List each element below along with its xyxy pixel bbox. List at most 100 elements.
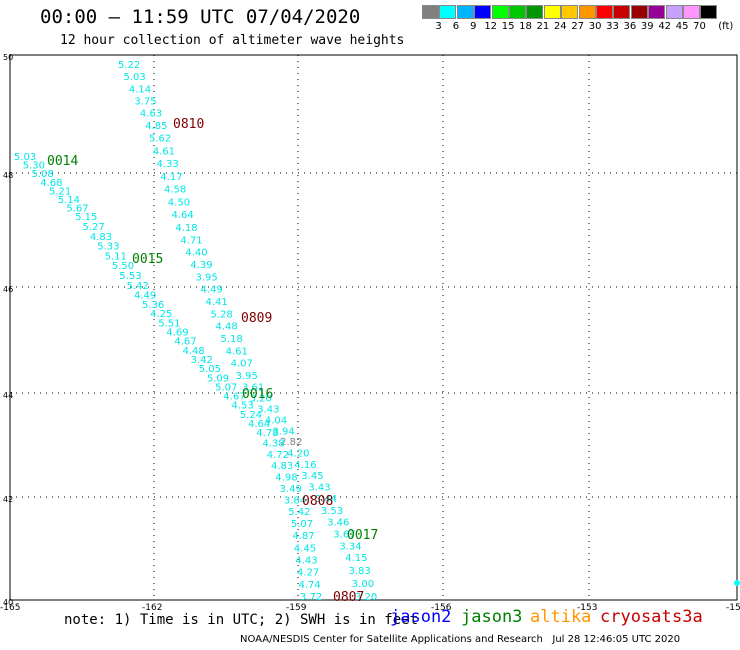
pass-time-label: 0809: [241, 311, 272, 326]
legend-label: 33: [606, 21, 619, 32]
swh-value: 5.33: [97, 242, 119, 253]
swh-value: 3.20: [250, 394, 272, 405]
swh-value: 4.83: [90, 232, 112, 243]
swh-value: 5.14: [58, 195, 80, 206]
swh-value: 4.45: [294, 543, 316, 554]
page-title: 00:00 – 11:59 UTC 07/04/2020: [40, 6, 361, 28]
swh-value: 4.48: [216, 322, 238, 333]
legend-swatch: [665, 5, 683, 19]
swh-value: 4.39: [190, 260, 212, 271]
satellite-name-cryosat: cryosat: [600, 607, 672, 627]
legend-swatch: [509, 5, 526, 19]
swh-value: 5.07: [215, 383, 237, 394]
legend-unit: (ft): [718, 21, 734, 32]
lat-tick-label: 48: [3, 171, 13, 180]
swh-value: 4.16: [294, 460, 316, 471]
swh-value: 3.00: [352, 579, 374, 590]
legend-label: 39: [640, 21, 654, 32]
legend-swatch: [526, 5, 544, 19]
swh-value: 3.49: [280, 484, 302, 495]
legend-swatch: [648, 5, 666, 19]
swh-value: 4.72: [267, 450, 289, 461]
swh-value: 3.95: [236, 371, 258, 382]
legend-swatch: [491, 5, 509, 19]
swh-value: 3.53: [321, 506, 343, 517]
swh-value: 5.28: [211, 309, 233, 320]
swh-value: 5.18: [221, 334, 243, 345]
lon-tick-label: -153: [577, 603, 597, 613]
swh-value: 4.68: [40, 178, 62, 189]
swh-value: 4.17: [160, 172, 182, 183]
legend-label: 36: [623, 21, 637, 32]
legend-swatch: [561, 5, 579, 19]
legend-swatch: [543, 5, 561, 19]
swh-value: 5.11: [105, 251, 127, 262]
swh-value: 4.61: [226, 346, 248, 357]
legend-swatch: [456, 5, 474, 19]
swh-value: 3.61: [242, 383, 264, 394]
pass-time-label: 0014: [47, 154, 78, 169]
swh-value: 4.15: [345, 553, 367, 564]
swh-value: 4.27: [297, 568, 319, 579]
legend-swatch: [578, 5, 596, 19]
swh-value: 4.69: [166, 328, 188, 339]
satellite-name-jason3: jason3: [461, 607, 523, 627]
swh-value: 4.18: [175, 223, 197, 234]
swh-value: 5.09: [207, 373, 229, 384]
footnote: note: 1) Time is in UTC; 2) SWH is in fe…: [64, 612, 419, 628]
swh-value: 4.85: [145, 121, 167, 132]
legend-swatch: [474, 5, 492, 19]
swh-value: 5.53: [119, 271, 141, 282]
swh-value: 3.75: [134, 96, 156, 107]
legend-label: 70: [693, 21, 706, 32]
swh-value: 5.42: [288, 507, 310, 518]
swh-value: 4.64: [248, 419, 270, 430]
legend-label: 3: [435, 21, 442, 32]
legend-label: 24: [553, 21, 567, 32]
swh-value: 4.48: [183, 346, 205, 357]
lat-tick-label: 50: [3, 53, 13, 62]
swh-value: 4.64: [172, 210, 194, 221]
swh-value: 5.03: [124, 72, 146, 83]
swh-value: 4.87: [292, 531, 314, 542]
legend-label: 45: [675, 21, 689, 32]
lat-tick-label: 42: [3, 495, 13, 504]
swh-value: 4.71: [180, 235, 202, 246]
swh-value: 4.49: [201, 285, 223, 296]
lat-tick-label: 46: [3, 285, 13, 294]
swh-value: 3.44: [315, 494, 337, 505]
map-frame: [9, 54, 738, 601]
swh-value: 5.27: [83, 222, 105, 233]
swh-value: 5.67: [66, 204, 88, 215]
legend-swatch: [630, 5, 648, 19]
legend-swatch: [596, 5, 613, 19]
swh-value: 4.41: [206, 297, 228, 308]
satellite-name-altika: altika: [530, 607, 592, 627]
legend-label: 21: [536, 21, 550, 32]
credit-line: NOAA/NESDIS Center for Satellite Applica…: [240, 634, 681, 645]
lon-tick-label: -156: [431, 603, 452, 613]
swh-value: 5.05: [199, 364, 221, 375]
legend-label: 6: [452, 21, 460, 32]
swh-value: 4.43: [295, 556, 317, 567]
swh-value: 3.94: [273, 426, 295, 437]
swh-value: 4.33: [157, 159, 179, 170]
swh-value: 4.14: [129, 84, 151, 95]
lat-tick-label: 40: [3, 598, 13, 607]
legend-swatch: [439, 5, 457, 19]
legend-swatch: [683, 5, 700, 19]
swh-value: 3.45: [301, 471, 323, 482]
edge-marker: [734, 580, 740, 586]
pass-time-label: 0810: [173, 117, 204, 132]
legend-swatch: [422, 5, 439, 19]
legend-label: 27: [571, 21, 585, 32]
swh-value: 3.20: [355, 592, 377, 603]
swh-value: 4.67: [174, 337, 196, 348]
swh-value: 5.08: [32, 169, 54, 180]
swh-value: 4.58: [164, 185, 186, 196]
swh-value: 5.03: [14, 152, 36, 163]
swh-value: 2.82: [280, 437, 302, 448]
swh-value: 4.25: [150, 309, 172, 320]
lon-tick-label: -159: [286, 603, 307, 613]
satellite-tracks: 5.225.034.143.754.634.855.624.614.334.17…: [14, 60, 740, 605]
